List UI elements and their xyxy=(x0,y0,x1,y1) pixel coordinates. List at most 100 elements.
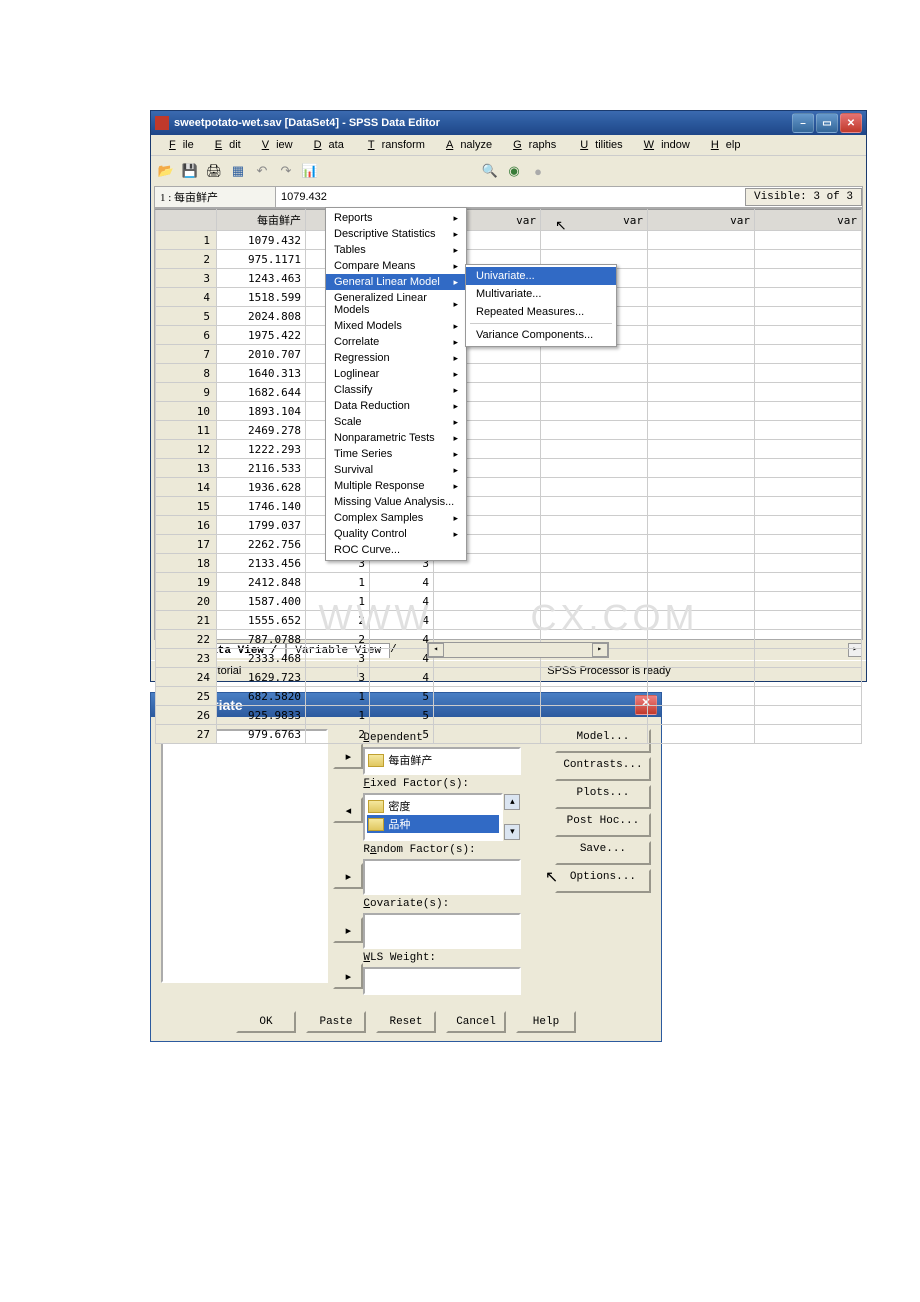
menu-utilities[interactable]: Utilities xyxy=(566,137,629,153)
table-row[interactable]: 112469.278 xyxy=(156,421,862,440)
menu-item[interactable]: Multiple Response xyxy=(326,478,466,494)
table-row[interactable]: 211555.65224 xyxy=(156,611,862,630)
find-icon[interactable]: 🔍 xyxy=(481,162,499,180)
menu-edit[interactable]: Edit xyxy=(201,137,248,153)
table-row[interactable]: 172262.75633 xyxy=(156,535,862,554)
glm-submenu[interactable]: Univariate...Multivariate...Repeated Mea… xyxy=(465,264,617,347)
close-button[interactable]: ✕ xyxy=(840,113,862,133)
menu-item[interactable]: Generalized Linear Models xyxy=(326,290,466,318)
table-row[interactable]: 121222.293 xyxy=(156,440,862,459)
contrasts--button[interactable]: Contrasts... xyxy=(555,757,651,781)
fixed-factor-list[interactable]: 密度 品种 xyxy=(363,793,503,841)
menu-item[interactable]: Complex Samples xyxy=(326,510,466,526)
table-row[interactable]: 27979.676325 xyxy=(156,725,862,744)
ok-button[interactable]: OK xyxy=(236,1011,296,1033)
covariate-list[interactable] xyxy=(363,913,521,949)
column-header[interactable]: var xyxy=(755,210,862,231)
menu-view[interactable]: View xyxy=(248,137,300,153)
menu-item[interactable]: Loglinear xyxy=(326,366,466,382)
help-icon[interactable]: ◉ xyxy=(505,162,523,180)
globe-icon[interactable]: ● xyxy=(529,162,547,180)
wls-field[interactable] xyxy=(363,967,521,995)
paste-button[interactable]: Paste xyxy=(306,1011,366,1033)
save--button[interactable]: Save... xyxy=(555,841,651,865)
table-row[interactable]: 151746.140 xyxy=(156,497,862,516)
menu-item[interactable]: Classify xyxy=(326,382,466,398)
table-row[interactable]: 72010.707 xyxy=(156,345,862,364)
menu-item[interactable]: Quality Control xyxy=(326,526,466,542)
menu-item[interactable]: General Linear Model xyxy=(326,274,466,290)
submenu-item[interactable]: Multivariate... xyxy=(466,285,616,303)
menu-item[interactable]: Scale xyxy=(326,414,466,430)
menu-window[interactable]: Window xyxy=(630,137,697,153)
source-variable-list[interactable] xyxy=(161,729,328,983)
table-row[interactable]: 81640.313 xyxy=(156,364,862,383)
plots--button[interactable]: Plots... xyxy=(555,785,651,809)
dialog-recall-icon[interactable]: ▦ xyxy=(229,162,247,180)
table-row[interactable]: 26925.983315 xyxy=(156,706,862,725)
current-cell-value[interactable]: 1079.432 xyxy=(276,189,356,205)
menu-item[interactable]: Survival xyxy=(326,462,466,478)
move-random-button[interactable]: ▸ xyxy=(333,863,363,889)
menu-item[interactable]: Correlate xyxy=(326,334,466,350)
submenu-item[interactable]: Repeated Measures... xyxy=(466,303,616,321)
dependent-field[interactable]: 每亩鲜产 xyxy=(363,747,521,775)
move-wls-button[interactable]: ▸ xyxy=(333,963,363,989)
table-row[interactable]: 91682.644 xyxy=(156,383,862,402)
menu-item[interactable]: Tables xyxy=(326,242,466,258)
save-icon[interactable]: 💾 xyxy=(181,162,199,180)
menu-transform[interactable]: Transform xyxy=(354,137,432,153)
cancel-button[interactable]: Cancel xyxy=(446,1011,506,1033)
table-row[interactable]: 141936.628 xyxy=(156,478,862,497)
menu-file[interactable]: File xyxy=(155,137,201,153)
menu-item[interactable]: Time Series xyxy=(326,446,466,462)
menu-item[interactable]: Missing Value Analysis... xyxy=(326,494,466,510)
submenu-item[interactable]: Univariate... xyxy=(466,267,616,285)
help-button[interactable]: Help xyxy=(516,1011,576,1033)
maximize-button[interactable]: ▭ xyxy=(816,113,838,133)
minimize-button[interactable]: – xyxy=(792,113,814,133)
column-header[interactable]: 每亩鲜产 xyxy=(217,210,306,231)
menu-analyze[interactable]: Analyze xyxy=(432,137,499,153)
menu-item[interactable]: Compare Means xyxy=(326,258,466,274)
column-header[interactable]: var xyxy=(648,210,755,231)
submenu-item[interactable]: Variance Components... xyxy=(466,326,616,344)
scroll-down-icon[interactable]: ▾ xyxy=(504,824,520,840)
table-row[interactable]: 11079.432 xyxy=(156,231,862,250)
table-row[interactable]: 192412.84814 xyxy=(156,573,862,592)
reset-button[interactable]: Reset xyxy=(376,1011,436,1033)
menu-item[interactable]: Reports xyxy=(326,210,466,226)
menu-item[interactable]: Regression xyxy=(326,350,466,366)
menu-item[interactable]: Descriptive Statistics xyxy=(326,226,466,242)
scroll-up-icon[interactable]: ▴ xyxy=(504,794,520,810)
post-hoc--button[interactable]: Post Hoc... xyxy=(555,813,651,837)
table-row[interactable]: 182133.45633 xyxy=(156,554,862,573)
table-row[interactable]: 241629.72334 xyxy=(156,668,862,687)
scale-icon xyxy=(368,754,384,767)
move-fixed-button[interactable]: ◂ xyxy=(333,797,363,823)
menu-data[interactable]: Data xyxy=(300,137,351,153)
menu-item[interactable]: Nonparametric Tests xyxy=(326,430,466,446)
undo-icon[interactable]: ↶ xyxy=(253,162,271,180)
table-row[interactable]: 161799.037 xyxy=(156,516,862,535)
table-row[interactable]: 132116.533 xyxy=(156,459,862,478)
move-dependent-button[interactable]: ▸ xyxy=(333,743,363,769)
menu-bar[interactable]: FileEditViewDataTransformAnalyzeGraphsUt… xyxy=(151,135,866,156)
analyze-menu[interactable]: ReportsDescriptive StatisticsTablesCompa… xyxy=(325,207,467,561)
menu-help[interactable]: Help xyxy=(697,137,748,153)
title-bar[interactable]: sweetpotato-wet.sav [DataSet4] - SPSS Da… xyxy=(151,111,866,135)
chart-icon[interactable]: 📊 xyxy=(301,162,319,180)
table-row[interactable]: 101893.104 xyxy=(156,402,862,421)
menu-item[interactable]: ROC Curve... xyxy=(326,542,466,558)
menu-item[interactable]: Data Reduction xyxy=(326,398,466,414)
wls-label: WLS Weight: xyxy=(363,952,521,964)
menu-graphs[interactable]: Graphs xyxy=(499,137,563,153)
table-row[interactable]: 201587.40014 xyxy=(156,592,862,611)
open-icon[interactable]: 📂 xyxy=(157,162,175,180)
redo-icon[interactable]: ↷ xyxy=(277,162,295,180)
menu-item[interactable]: Mixed Models xyxy=(326,318,466,334)
table-row[interactable]: 25682.582015 xyxy=(156,687,862,706)
random-factor-list[interactable] xyxy=(363,859,521,895)
move-covariate-button[interactable]: ▸ xyxy=(333,917,363,943)
print-icon[interactable]: 🖨 xyxy=(205,162,223,180)
